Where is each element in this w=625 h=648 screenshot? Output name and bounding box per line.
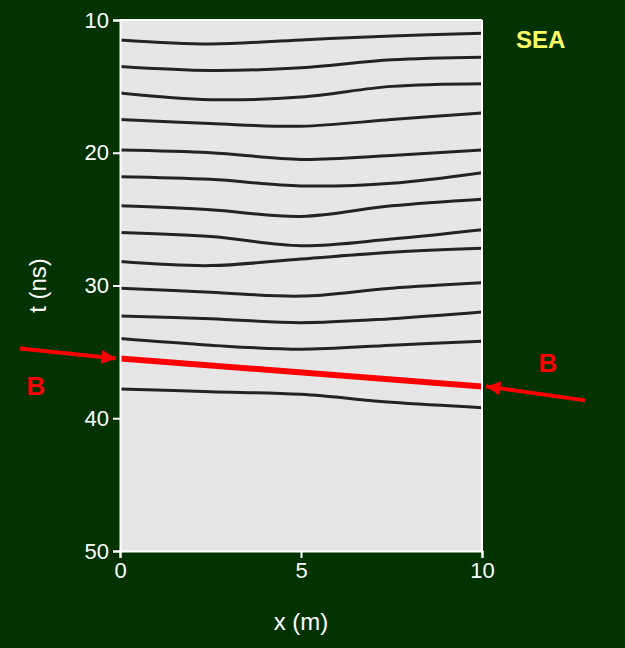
tick-mark	[113, 418, 120, 420]
tick-mark	[113, 285, 120, 287]
arrow	[20, 349, 116, 359]
tick-label: 30	[85, 273, 109, 298]
tick-label: 50	[85, 539, 109, 564]
tick: 50	[85, 539, 120, 564]
frame	[120, 19, 482, 21]
reflector	[120, 199, 482, 216]
reflector	[120, 312, 482, 323]
tick: 20	[85, 140, 120, 165]
tick: 5	[295, 551, 307, 583]
x-axis-title: x (m)	[274, 608, 329, 635]
reflector	[120, 230, 482, 246]
tick-label: 20	[85, 140, 109, 165]
x-axis: 0 5 10	[114, 551, 494, 583]
tick: 10	[85, 8, 120, 33]
reflector	[120, 150, 482, 159]
tick: 40	[85, 406, 120, 431]
reflector	[120, 283, 482, 296]
annotation: B	[539, 348, 558, 378]
tick-label: 10	[470, 558, 494, 583]
reflector	[120, 389, 482, 408]
tick-label: 40	[85, 406, 109, 431]
reflector-b	[120, 359, 482, 387]
tick-label: 0	[114, 558, 126, 583]
y-axis-title: t (ns)	[24, 258, 51, 313]
reflector	[120, 33, 482, 44]
frame	[481, 20, 483, 551]
tick-mark	[113, 551, 120, 553]
reflector	[120, 173, 482, 186]
reflector	[120, 248, 482, 265]
tick: 30	[85, 273, 120, 298]
annotation: SEA	[516, 26, 565, 53]
tick-label: 5	[295, 558, 307, 583]
tick-label: 10	[85, 8, 109, 33]
reflector	[120, 113, 482, 126]
tick-mark	[113, 20, 120, 22]
annotation: B	[27, 371, 46, 401]
tick: 10	[470, 551, 494, 583]
arrow	[486, 386, 585, 400]
y-axis: 10 20 30 40 50	[85, 8, 121, 564]
tick-mark	[113, 152, 120, 154]
reflector	[120, 339, 482, 350]
plot-area	[120, 20, 482, 551]
arrow-head	[486, 382, 501, 396]
tick: 0	[114, 551, 126, 583]
arrow-head	[101, 350, 116, 364]
axis-line	[113, 21, 121, 552]
marks	[120, 33, 482, 407]
reflector	[120, 84, 482, 100]
chart: 0 5 10 10 20 30 40 50 x (m) t (ns) SEA B B	[0, 0, 625, 648]
reflector	[120, 57, 482, 70]
